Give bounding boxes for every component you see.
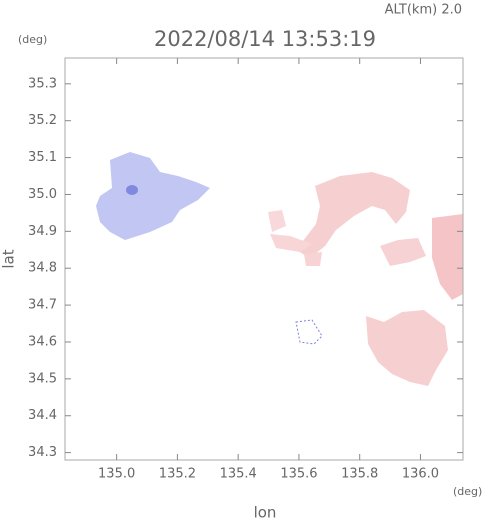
y-tick-label: 35.1 xyxy=(28,150,57,165)
x-tick-label: 136.0 xyxy=(402,467,439,482)
plot-frame xyxy=(64,57,464,461)
echoes xyxy=(96,152,463,386)
y-unit: (deg) xyxy=(18,33,47,46)
chart-title: 2022/08/14 13:53:19 xyxy=(154,27,376,51)
x-tick-label: 135.6 xyxy=(280,467,317,482)
x-tick-label: 135.2 xyxy=(159,467,196,482)
y-axis-label: lat xyxy=(0,249,18,268)
echo-blue-speckle xyxy=(295,319,323,345)
echo-pink xyxy=(380,238,426,266)
echo-pink xyxy=(366,310,448,386)
echo-pink xyxy=(304,252,322,266)
y-tick-label: 34.7 xyxy=(28,298,57,313)
echo-pink xyxy=(268,210,286,232)
y-tick-label: 34.9 xyxy=(28,224,57,239)
x-tick-label: 135.4 xyxy=(220,467,257,482)
y-tick-label: 34.6 xyxy=(28,334,57,349)
x-tick-label: 135.8 xyxy=(341,467,378,482)
echo-pink xyxy=(270,234,312,252)
echo-core xyxy=(126,185,138,195)
echo-blue xyxy=(96,152,210,240)
x-tick-label: 135.0 xyxy=(98,467,135,482)
y-tick-label: 35.0 xyxy=(28,187,57,202)
y-tick-label: 34.4 xyxy=(28,408,57,423)
y-tick-label: 34.8 xyxy=(28,261,57,276)
echo-pink xyxy=(296,172,410,258)
y-tick-label: 35.2 xyxy=(28,113,57,128)
y-tick-label: 34.3 xyxy=(28,445,57,460)
y-tick-label: 34.5 xyxy=(28,371,57,386)
x-unit: (deg) xyxy=(453,485,482,498)
echo-pink xyxy=(432,214,463,300)
x-axis-label: lon xyxy=(254,504,277,521)
y-tick-label: 35.3 xyxy=(28,76,57,91)
subtitle: ALT(km) 2.0 xyxy=(385,3,462,18)
